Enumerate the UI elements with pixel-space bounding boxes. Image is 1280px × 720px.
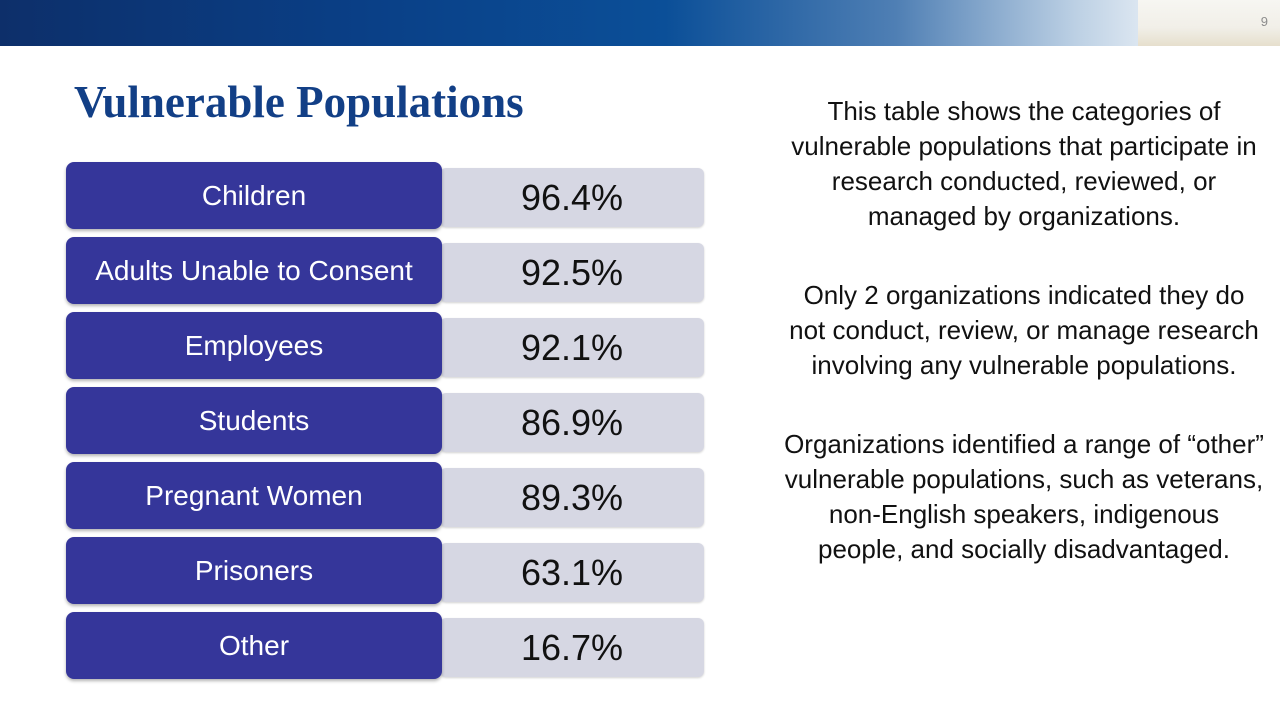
population-label: Children bbox=[66, 162, 442, 229]
commentary-paragraph: Organizations identified a range of “oth… bbox=[784, 429, 1264, 564]
commentary-paragraph: This table shows the categories of vulne… bbox=[791, 96, 1257, 231]
population-label: Adults Unable to Consent bbox=[66, 237, 442, 304]
population-value: 89.3% bbox=[440, 468, 704, 527]
population-value: 92.1% bbox=[440, 318, 704, 377]
population-row-adults-unable-to-consent: 92.5% Adults Unable to Consent bbox=[66, 237, 706, 306]
population-label: Students bbox=[66, 387, 442, 454]
header-band bbox=[0, 0, 1280, 46]
population-label: Prisoners bbox=[66, 537, 442, 604]
slide-title: Vulnerable Populations bbox=[74, 77, 524, 127]
population-label: Pregnant Women bbox=[66, 462, 442, 529]
population-value: 96.4% bbox=[440, 168, 704, 227]
population-value: 86.9% bbox=[440, 393, 704, 452]
population-row-prisoners: 63.1% Prisoners bbox=[66, 537, 706, 606]
population-value: 92.5% bbox=[440, 243, 704, 302]
commentary-paragraph: Only 2 organizations indicated they do n… bbox=[789, 280, 1259, 380]
populations-table: 96.4% Children 92.5% Adults Unable to Co… bbox=[66, 162, 706, 681]
population-row-students: 86.9% Students bbox=[66, 387, 706, 456]
population-label: Other bbox=[66, 612, 442, 679]
population-row-pregnant-women: 89.3% Pregnant Women bbox=[66, 462, 706, 531]
header-accent bbox=[1138, 0, 1280, 46]
population-row-employees: 92.1% Employees bbox=[66, 312, 706, 381]
population-label: Employees bbox=[66, 312, 442, 379]
population-row-other: 16.7% Other bbox=[66, 612, 706, 681]
population-value: 16.7% bbox=[440, 618, 704, 677]
population-row-children: 96.4% Children bbox=[66, 162, 706, 231]
population-value: 63.1% bbox=[440, 543, 704, 602]
page-number: 9 bbox=[1260, 14, 1268, 29]
commentary-panel: This table shows the categories of vulne… bbox=[784, 94, 1264, 567]
